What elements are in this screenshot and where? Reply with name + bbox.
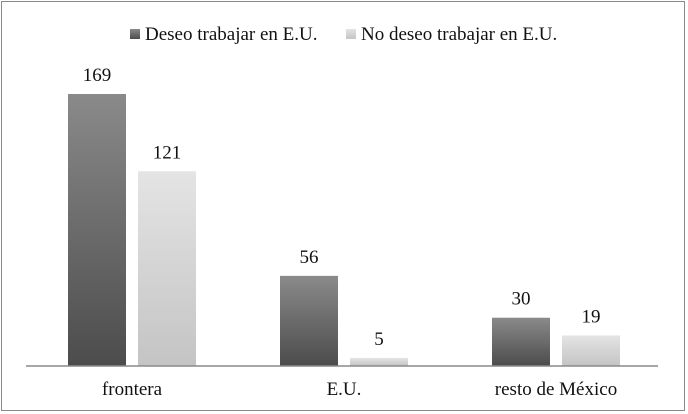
legend: Deseo trabajar en E.U. No deseo trabajar … xyxy=(130,24,557,45)
legend-swatch-1 xyxy=(346,29,356,39)
bar-2-1 xyxy=(562,335,620,366)
legend-label-0: Deseo trabajar en E.U. xyxy=(145,24,318,45)
data-label-2-1: 19 xyxy=(582,306,601,327)
x-tick-label-1: E.U. xyxy=(327,379,362,400)
data-label-2-0: 30 xyxy=(512,289,531,310)
data-label-1-1: 5 xyxy=(374,329,384,350)
bar-2-0 xyxy=(492,317,550,366)
data-label-0-0: 169 xyxy=(83,65,112,86)
bar-0-0 xyxy=(68,94,126,366)
bars-group: 169 121 56 5 30 19 xyxy=(68,65,620,366)
legend-label-1: No deseo trabajar en E.U. xyxy=(361,24,557,45)
data-label-0-1: 121 xyxy=(153,142,182,163)
bar-1-0 xyxy=(280,275,338,366)
x-tick-labels: frontera E.U. resto de México xyxy=(102,379,617,400)
data-label-1-0: 56 xyxy=(300,247,319,268)
legend-swatch-0 xyxy=(130,29,140,39)
bar-0-1 xyxy=(138,171,196,366)
x-tick-label-0: frontera xyxy=(102,379,163,400)
bar-1-1 xyxy=(350,357,408,366)
x-tick-label-2: resto de México xyxy=(495,379,617,400)
